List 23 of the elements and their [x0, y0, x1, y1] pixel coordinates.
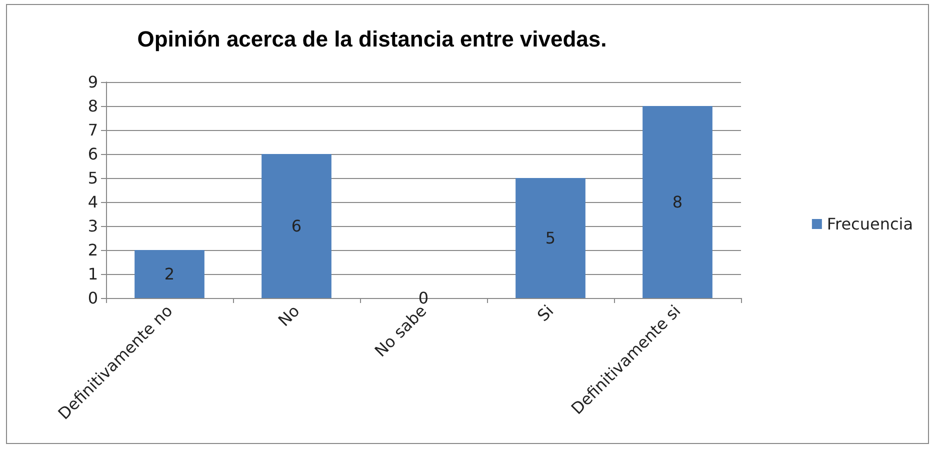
- legend-label: Frecuencia: [826, 214, 913, 234]
- y-tick-label: 0: [88, 288, 98, 308]
- y-tick-label: 8: [88, 96, 98, 116]
- y-tick-label: 5: [88, 168, 98, 188]
- y-tick-label: 9: [88, 72, 98, 92]
- y-tick-label: 2: [88, 240, 98, 260]
- x-tick-label: No: [274, 301, 304, 330]
- y-tick-label: 7: [88, 120, 98, 140]
- x-tick-label: Si: [533, 301, 558, 326]
- y-tick-label: 1: [88, 264, 98, 284]
- bar: [134, 250, 204, 298]
- bar: [642, 106, 712, 298]
- data-label: 6: [291, 216, 302, 236]
- bar: [516, 178, 586, 298]
- chart-title: Opinión acerca de la distancia entre vivedas.: [137, 26, 607, 52]
- data-label: 2: [164, 264, 175, 284]
- y-tick-label: 4: [88, 192, 98, 212]
- data-label: 5: [545, 228, 556, 248]
- y-tick-label: 3: [88, 216, 98, 236]
- data-label: 0: [418, 288, 429, 308]
- y-tick-label: 6: [88, 144, 98, 164]
- data-label: 8: [672, 192, 683, 212]
- bar: [262, 154, 332, 298]
